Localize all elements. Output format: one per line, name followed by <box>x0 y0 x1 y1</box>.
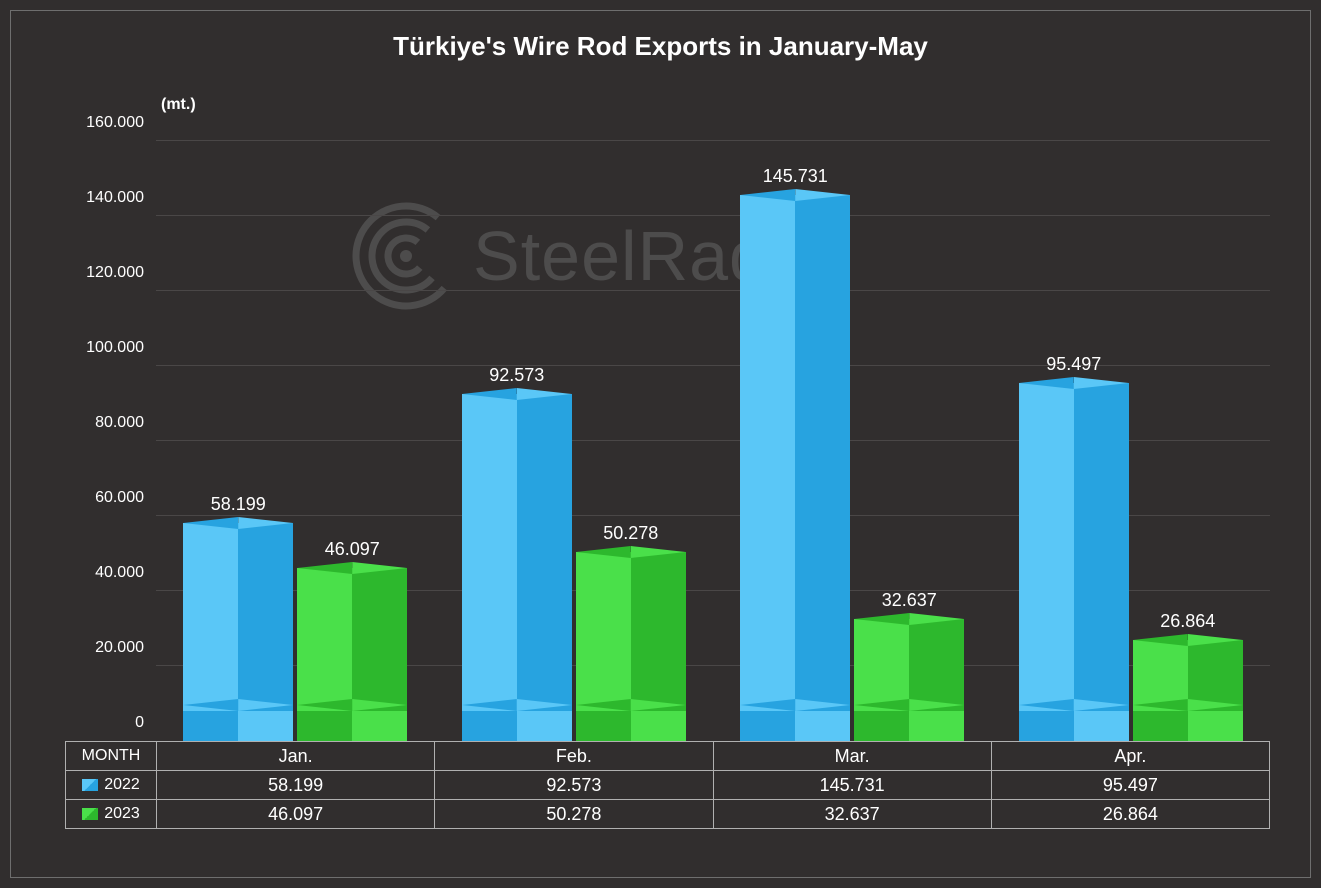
table-header-month: MONTH <box>66 742 157 770</box>
bar-bevel-bottom <box>854 699 964 711</box>
bar: 46.097 <box>297 568 407 741</box>
bar: 58.199 <box>183 523 293 741</box>
y-tick-label: 0 <box>135 714 144 732</box>
plot-area: 020.00040.00060.00080.000100.000120.0001… <box>156 141 1270 741</box>
bar-wrap: 145.731 <box>740 141 850 741</box>
table-cell: Mar. <box>714 742 992 770</box>
bar-wrap: 92.573 <box>462 141 572 741</box>
bar-group: 145.73132.637 <box>740 141 964 741</box>
bar: 145.731 <box>740 195 850 741</box>
bar-wrap: 50.278 <box>576 141 686 741</box>
table-cell: 32.637 <box>714 800 992 828</box>
data-label: 46.097 <box>325 539 380 560</box>
table-row: 202346.09750.27832.63726.864 <box>66 800 1270 829</box>
bar-bevel-bottom <box>462 699 572 711</box>
data-label: 58.199 <box>211 494 266 515</box>
bar-face <box>1019 383 1129 741</box>
chart-container: Türkiye's Wire Rod Exports in January-Ma… <box>0 0 1321 888</box>
y-tick-label: 60.000 <box>95 489 144 507</box>
table-cell: Feb. <box>435 742 713 770</box>
data-label: 26.864 <box>1160 611 1215 632</box>
bar: 26.864 <box>1133 640 1243 741</box>
table-cell: 26.864 <box>992 800 1270 828</box>
y-tick-label: 160.000 <box>86 114 144 132</box>
bar-bevel-top <box>1133 634 1243 646</box>
bar-bevel-top <box>183 517 293 529</box>
bar-bevel-top <box>462 388 572 400</box>
legend-swatch <box>82 808 98 820</box>
table-cell: 145.731 <box>714 771 992 799</box>
data-label: 145.731 <box>763 166 828 187</box>
table-header-series: 2023 <box>66 800 157 828</box>
table-row: MONTHJan.Feb.Mar.Apr. <box>66 742 1270 771</box>
bar-wrap: 32.637 <box>854 141 964 741</box>
table-cell: Jan. <box>157 742 435 770</box>
table-row: 202258.19992.573145.73195.497 <box>66 771 1270 800</box>
y-tick-label: 20.000 <box>95 639 144 657</box>
table-cell: 58.199 <box>157 771 435 799</box>
bar-group: 95.49726.864 <box>1019 141 1243 741</box>
table-cell: 95.497 <box>992 771 1270 799</box>
data-label: 32.637 <box>882 590 937 611</box>
bar-wrap: 58.199 <box>183 141 293 741</box>
bar-bevel-bottom <box>297 699 407 711</box>
chart-title: Türkiye's Wire Rod Exports in January-Ma… <box>11 31 1310 62</box>
bar: 92.573 <box>462 394 572 741</box>
data-table: MONTHJan.Feb.Mar.Apr.202258.19992.573145… <box>65 741 1270 829</box>
bar-bevel-top <box>854 613 964 625</box>
bar: 95.497 <box>1019 383 1129 741</box>
bar-face <box>740 195 850 741</box>
bar-face <box>462 394 572 741</box>
y-axis-unit-label: (mt.) <box>161 96 196 114</box>
table-cell: 92.573 <box>435 771 713 799</box>
bar-wrap: 46.097 <box>297 141 407 741</box>
bar-bevel-bottom <box>740 699 850 711</box>
bar-bevel-bottom <box>576 699 686 711</box>
table-cell: Apr. <box>992 742 1270 770</box>
y-tick-label: 80.000 <box>95 414 144 432</box>
data-label: 92.573 <box>489 365 544 386</box>
bar-bevel-top <box>576 546 686 558</box>
bar-group: 92.57350.278 <box>462 141 686 741</box>
table-header-series: 2022 <box>66 771 157 799</box>
bar-wrap: 95.497 <box>1019 141 1129 741</box>
y-tick-label: 100.000 <box>86 339 144 357</box>
bar-bevel-top <box>1019 377 1129 389</box>
bar-bevel-bottom <box>1133 699 1243 711</box>
table-cell: 46.097 <box>157 800 435 828</box>
y-tick-label: 40.000 <box>95 564 144 582</box>
table-cell: 50.278 <box>435 800 713 828</box>
bar-bevel-top <box>740 189 850 201</box>
bar-bevel-bottom <box>1019 699 1129 711</box>
bar: 50.278 <box>576 552 686 741</box>
bar-bevel-bottom <box>183 699 293 711</box>
bar-bevel-top <box>297 562 407 574</box>
legend-swatch <box>82 779 98 791</box>
bar-group: 58.19946.097 <box>183 141 407 741</box>
y-tick-label: 120.000 <box>86 264 144 282</box>
chart-frame: Türkiye's Wire Rod Exports in January-Ma… <box>10 10 1311 878</box>
data-label: 95.497 <box>1046 354 1101 375</box>
bar: 32.637 <box>854 619 964 741</box>
data-label: 50.278 <box>603 523 658 544</box>
bar-wrap: 26.864 <box>1133 141 1243 741</box>
y-tick-label: 140.000 <box>86 189 144 207</box>
